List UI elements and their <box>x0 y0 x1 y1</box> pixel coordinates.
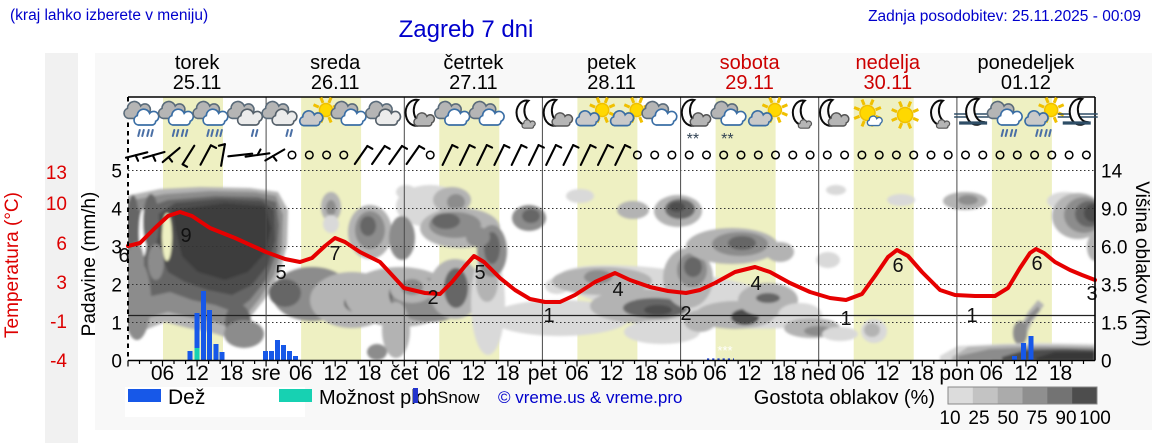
svg-text:12: 12 <box>738 362 761 385</box>
svg-text:7: 7 <box>329 243 340 265</box>
svg-text:Padavine (mm/h): Padavine (mm/h) <box>79 192 100 337</box>
svg-text:Zadnja posodobitev: 25.11.2025: Zadnja posodobitev: 25.11.2025 - 00:09 <box>868 8 1141 25</box>
svg-text:-4: -4 <box>50 351 67 372</box>
svg-text:12: 12 <box>324 362 347 385</box>
svg-text:1: 1 <box>111 314 122 335</box>
svg-text:3: 3 <box>111 238 122 259</box>
svg-text:26.11: 26.11 <box>311 72 360 94</box>
svg-text:ned: ned <box>801 362 836 385</box>
svg-text:4: 4 <box>111 200 122 221</box>
svg-text:četrtek: četrtek <box>443 52 504 74</box>
svg-text:1: 1 <box>840 308 851 330</box>
svg-text:18: 18 <box>1049 362 1072 385</box>
svg-text:-1: -1 <box>50 312 67 333</box>
svg-text:5: 5 <box>474 262 485 284</box>
svg-text:sob: sob <box>664 362 698 385</box>
svg-text:3.5: 3.5 <box>1101 276 1127 297</box>
svg-text:10: 10 <box>939 408 960 429</box>
svg-text:18: 18 <box>220 362 243 385</box>
svg-text:9.0: 9.0 <box>1101 200 1127 221</box>
svg-text:Višina oblakov (km): Višina oblakov (km) <box>1131 181 1152 346</box>
svg-text:2: 2 <box>111 276 122 297</box>
svg-text:06: 06 <box>565 362 588 385</box>
svg-text:sobota: sobota <box>720 52 781 74</box>
svg-text:6: 6 <box>1031 253 1042 275</box>
svg-text:06: 06 <box>703 362 726 385</box>
svg-text:Dež: Dež <box>168 386 205 409</box>
svg-text:06: 06 <box>842 362 865 385</box>
svg-text:12: 12 <box>462 362 485 385</box>
svg-text:sre: sre <box>252 362 281 385</box>
svg-text:18: 18 <box>634 362 657 385</box>
svg-text:18: 18 <box>911 362 934 385</box>
svg-text:2: 2 <box>680 303 691 325</box>
svg-text:1.5: 1.5 <box>1101 314 1127 335</box>
svg-text:6.0: 6.0 <box>1101 238 1127 259</box>
svg-text:ponedeljek: ponedeljek <box>978 52 1076 74</box>
svg-text:30.11: 30.11 <box>864 72 913 94</box>
svg-text:18: 18 <box>358 362 381 385</box>
svg-text:0: 0 <box>111 352 122 373</box>
svg-text:18: 18 <box>496 362 519 385</box>
svg-text:4: 4 <box>612 279 623 301</box>
svg-text:torek: torek <box>175 52 220 74</box>
svg-text:pet: pet <box>528 362 557 385</box>
svg-text:50: 50 <box>997 408 1018 429</box>
svg-text:nedelja: nedelja <box>856 52 921 74</box>
svg-text:1: 1 <box>543 305 554 327</box>
svg-text:12: 12 <box>600 362 623 385</box>
svg-text:25.11: 25.11 <box>173 72 222 94</box>
svg-text:28.11: 28.11 <box>587 72 636 94</box>
svg-text:2: 2 <box>427 287 438 309</box>
svg-text:***: *** <box>717 343 732 358</box>
svg-text:4: 4 <box>750 273 761 295</box>
svg-text:(kraj lahko izberete v meniju): (kraj lahko izberete v meniju) <box>10 7 208 24</box>
svg-text:14: 14 <box>1101 162 1123 183</box>
svg-text:13: 13 <box>46 163 67 184</box>
svg-text:0: 0 <box>1101 352 1112 373</box>
svg-text:1: 1 <box>966 305 977 327</box>
svg-text:100: 100 <box>1079 408 1111 429</box>
svg-text:27.11: 27.11 <box>449 72 498 94</box>
svg-text:6: 6 <box>56 234 67 255</box>
svg-text:12: 12 <box>1014 362 1037 385</box>
svg-text:3: 3 <box>1086 283 1097 305</box>
svg-text:06: 06 <box>980 362 1003 385</box>
svg-text:29.11: 29.11 <box>725 72 774 94</box>
svg-text:**: ** <box>687 131 699 148</box>
svg-text:Temperatura (°C): Temperatura (°C) <box>2 192 23 338</box>
svg-text:čet: čet <box>390 362 418 385</box>
svg-text:25: 25 <box>968 408 989 429</box>
svg-text:18: 18 <box>773 362 796 385</box>
svg-text:sreda: sreda <box>310 52 361 74</box>
svg-text:5: 5 <box>111 162 122 183</box>
svg-text:© vreme.us & vreme.pro: © vreme.us & vreme.pro <box>498 388 682 407</box>
svg-text:12: 12 <box>876 362 899 385</box>
svg-text:90: 90 <box>1055 408 1076 429</box>
svg-text:06: 06 <box>289 362 312 385</box>
svg-text:5: 5 <box>275 262 286 284</box>
svg-text:6: 6 <box>892 255 903 277</box>
svg-text:Možnost ploh: Možnost ploh <box>319 387 438 409</box>
svg-text:Zagreb 7 dni: Zagreb 7 dni <box>399 16 534 43</box>
svg-text:12: 12 <box>185 362 208 385</box>
svg-text:Gostota oblakov (%): Gostota oblakov (%) <box>754 387 935 409</box>
svg-text:75: 75 <box>1026 408 1047 429</box>
svg-text:9: 9 <box>180 225 191 247</box>
svg-text:Snow: Snow <box>437 388 480 407</box>
svg-text:10: 10 <box>46 194 67 215</box>
svg-text:06: 06 <box>151 362 174 385</box>
svg-text:**: ** <box>721 131 733 148</box>
svg-text:06: 06 <box>427 362 450 385</box>
svg-text:3: 3 <box>56 273 67 294</box>
svg-text:01.12: 01.12 <box>1001 72 1051 94</box>
svg-text:pon: pon <box>939 362 974 385</box>
svg-text:6: 6 <box>118 245 129 267</box>
svg-text:petek: petek <box>587 52 637 74</box>
